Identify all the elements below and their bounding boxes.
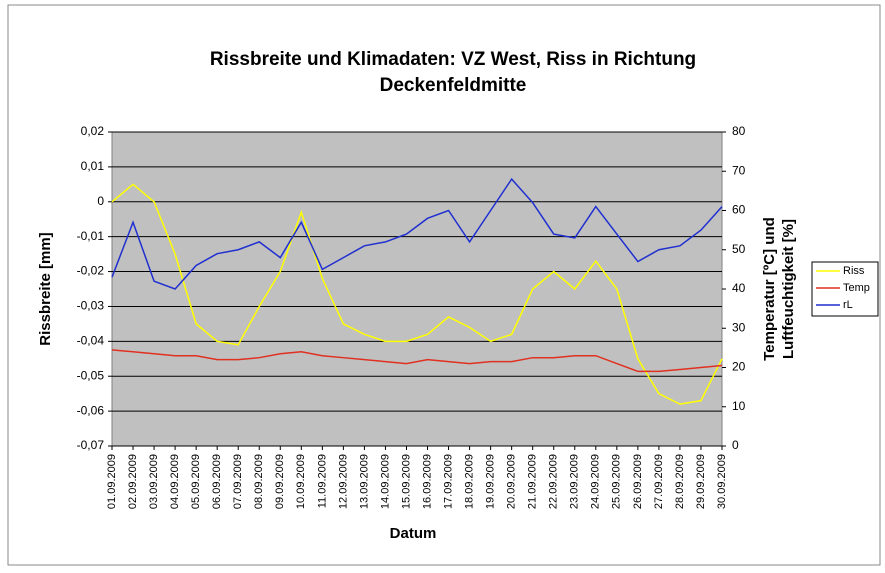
legend-label: rL	[843, 299, 853, 311]
x-tick-label: 10.09.2009	[295, 454, 307, 509]
y-tick-label: -0,05	[77, 368, 105, 382]
y2-tick-label: 40	[732, 281, 746, 295]
x-tick-label: 18.09.2009	[463, 454, 475, 509]
y-axis-label: Rissbreite [mm]	[37, 232, 54, 345]
y-tick-label: 0,01	[81, 159, 105, 173]
y2-tick-label: 10	[732, 399, 746, 413]
y2-tick-label: 30	[732, 320, 746, 334]
x-tick-label: 14.09.2009	[379, 454, 391, 509]
x-tick-label: 07.09.2009	[232, 454, 244, 509]
y2-axis-label: Temperatur [ºC] und	[761, 217, 778, 361]
x-tick-label: 11.09.2009	[316, 454, 328, 508]
legend-label: Riss	[843, 265, 865, 277]
x-tick-label: 28.09.2009	[674, 454, 686, 509]
x-tick-label: 17.09.2009	[442, 454, 454, 509]
x-tick-label: 19.09.2009	[485, 454, 497, 509]
x-tick-label: 29.09.2009	[695, 454, 707, 509]
x-tick-label: 21.09.2009	[527, 454, 539, 509]
x-tick-label: 05.09.2009	[190, 454, 202, 509]
x-tick-label: 24.09.2009	[590, 454, 602, 509]
x-tick-label: 04.09.2009	[169, 454, 181, 509]
chart: Rissbreite und Klimadaten: VZ West, Riss…	[0, 0, 885, 568]
y-tick-label: 0	[97, 194, 104, 208]
y2-tick-label: 50	[732, 242, 746, 256]
x-tick-label: 23.09.2009	[569, 454, 581, 509]
y2-axis-label: Luftfeuchtigkeit [%]	[780, 219, 797, 359]
x-tick-label: 09.09.2009	[274, 454, 286, 509]
x-tick-label: 01.09.2009	[106, 454, 118, 509]
x-tick-label: 08.09.2009	[253, 454, 265, 509]
x-tick-label: 22.09.2009	[548, 454, 560, 509]
y2-tick-label: 20	[732, 360, 746, 374]
y2-tick-label: 80	[732, 124, 746, 138]
y2-tick-label: 60	[732, 203, 746, 217]
x-tick-label: 06.09.2009	[211, 454, 223, 509]
x-tick-label: 16.09.2009	[421, 454, 433, 509]
y-tick-label: 0,02	[81, 124, 105, 138]
y-tick-label: -0,03	[77, 299, 105, 313]
chart-title: Rissbreite und Klimadaten: VZ West, Riss…	[210, 49, 696, 70]
x-tick-label: 26.09.2009	[632, 454, 644, 509]
legend-label: Temp	[843, 282, 870, 294]
x-tick-label: 13.09.2009	[358, 454, 370, 509]
y-tick-label: -0,01	[77, 229, 105, 243]
x-tick-label: 25.09.2009	[611, 454, 623, 509]
plot-area	[112, 132, 722, 446]
y-tick-label: -0,07	[77, 438, 105, 452]
y-tick-label: -0,04	[77, 334, 105, 348]
x-axis-label: Datum	[390, 525, 437, 542]
x-tick-label: 15.09.2009	[400, 454, 412, 509]
y2-tick-label: 0	[732, 438, 739, 452]
chart-title: Deckenfeldmitte	[380, 75, 527, 96]
x-tick-label: 03.09.2009	[148, 454, 160, 509]
x-tick-label: 27.09.2009	[653, 454, 665, 509]
y-tick-label: -0,06	[77, 403, 105, 417]
x-tick-label: 20.09.2009	[506, 454, 518, 509]
x-tick-label: 12.09.2009	[337, 454, 349, 509]
y-tick-label: -0,02	[77, 264, 105, 278]
x-tick-label: 30.09.2009	[716, 454, 728, 509]
y2-tick-label: 70	[732, 163, 746, 177]
x-tick-label: 02.09.2009	[127, 454, 139, 509]
